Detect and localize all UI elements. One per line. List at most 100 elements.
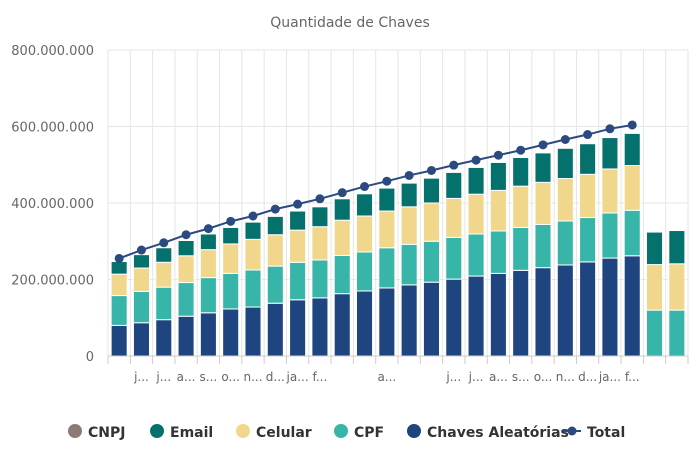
x-tick-label: j... bbox=[133, 370, 149, 384]
bar-segment bbox=[378, 247, 396, 289]
bar-segment bbox=[579, 217, 597, 263]
legend: CNPJ Email Celular CPF Chaves Aleatórias Tota… bbox=[68, 424, 625, 441]
total-point bbox=[493, 150, 503, 160]
bar-segment bbox=[311, 206, 329, 228]
chart-title: Quantidade de Chaves bbox=[270, 15, 430, 31]
legend-label: CPF bbox=[354, 425, 384, 441]
grid bbox=[107, 49, 689, 357]
bar-segment bbox=[244, 221, 262, 240]
bar-segment bbox=[534, 181, 552, 225]
x-tick-label: j... bbox=[155, 370, 171, 384]
total-line bbox=[114, 120, 637, 263]
bar-segment bbox=[222, 272, 240, 310]
legend-label: Celular bbox=[256, 425, 312, 441]
bar-segment bbox=[132, 322, 150, 357]
bar-segment bbox=[467, 275, 485, 357]
x-tick-label: o... bbox=[534, 370, 553, 384]
bar-segment bbox=[199, 277, 217, 314]
bar-segment bbox=[400, 206, 418, 245]
bar-segment bbox=[556, 264, 574, 357]
legend-swatch bbox=[68, 424, 82, 438]
bar-segment bbox=[646, 231, 664, 266]
bar-segment bbox=[489, 189, 507, 232]
bar-segment bbox=[199, 249, 217, 279]
bar-segment bbox=[177, 282, 195, 317]
bar-segment bbox=[356, 290, 374, 357]
bar-segment bbox=[266, 265, 284, 304]
legend-label: CNPJ bbox=[88, 425, 125, 441]
bar-segment bbox=[289, 261, 307, 301]
bar-segment bbox=[289, 210, 307, 231]
bar-segment bbox=[489, 161, 507, 191]
x-tick-label: o... bbox=[221, 370, 240, 384]
total-point bbox=[136, 245, 146, 255]
bar-segment bbox=[110, 295, 128, 326]
x-tick-label: f... bbox=[313, 370, 328, 384]
bar-segment bbox=[333, 198, 351, 221]
bar-segment bbox=[489, 272, 507, 357]
bar-segment bbox=[422, 202, 440, 242]
legend-item: Total bbox=[563, 425, 625, 441]
bar-segment bbox=[199, 233, 217, 251]
legend-item: CPF bbox=[334, 424, 384, 441]
bar-segment bbox=[244, 306, 262, 357]
bar-segment bbox=[534, 223, 552, 269]
bar-segment bbox=[601, 168, 619, 214]
bar-segment bbox=[333, 293, 351, 357]
bar-segment bbox=[646, 264, 664, 311]
bar-segment bbox=[356, 215, 374, 253]
bar-segment bbox=[512, 156, 530, 187]
total-point bbox=[560, 135, 570, 145]
bar-segment bbox=[556, 220, 574, 266]
bar-segment bbox=[356, 251, 374, 292]
total-point bbox=[627, 120, 637, 130]
bar-segment bbox=[467, 166, 485, 195]
total-point bbox=[583, 130, 593, 140]
total-point bbox=[337, 188, 347, 198]
bar-segment bbox=[378, 287, 396, 357]
x-tick-label: a... bbox=[489, 370, 508, 384]
x-tick-label: a... bbox=[177, 370, 196, 384]
x-tick-label: n... bbox=[556, 370, 575, 384]
bar-segment bbox=[289, 229, 307, 263]
bar-segment bbox=[422, 177, 440, 204]
bar-segment bbox=[132, 267, 150, 292]
bars bbox=[110, 132, 686, 357]
legend-item: Email bbox=[150, 424, 213, 441]
bar-segment bbox=[422, 240, 440, 283]
bar-segment bbox=[556, 178, 574, 222]
bar-segment bbox=[266, 215, 284, 236]
x-tick-label: ja... bbox=[286, 370, 309, 384]
total-point bbox=[382, 176, 392, 186]
bar-segment bbox=[378, 187, 396, 212]
bar-segment bbox=[400, 243, 418, 286]
bar-segment bbox=[222, 226, 240, 245]
x-tick-label: s... bbox=[512, 370, 530, 384]
bar-segment bbox=[333, 219, 351, 256]
bar-segment bbox=[266, 302, 284, 357]
x-tick-label: ja... bbox=[598, 370, 621, 384]
bar-segment bbox=[356, 193, 374, 217]
legend-swatch bbox=[150, 424, 164, 438]
y-tick-label: 0 bbox=[86, 350, 94, 365]
bar-segment bbox=[222, 243, 240, 274]
bar-segment bbox=[177, 255, 195, 284]
bar-segment bbox=[132, 254, 150, 269]
bar-segment bbox=[668, 230, 686, 265]
legend-label: Chaves Aleatórias bbox=[427, 425, 569, 441]
bar-segment bbox=[110, 324, 128, 357]
total-point bbox=[360, 182, 370, 192]
bar-segment bbox=[489, 230, 507, 274]
bar-segment bbox=[512, 269, 530, 357]
x-tick-label: j... bbox=[445, 370, 461, 384]
x-tick-label: a... bbox=[377, 370, 396, 384]
x-tick-label: j... bbox=[468, 370, 484, 384]
total-point bbox=[181, 230, 191, 240]
bar-segment bbox=[579, 143, 597, 175]
total-point bbox=[471, 155, 481, 165]
bar-segment bbox=[177, 239, 195, 257]
bar-segment bbox=[601, 257, 619, 357]
total-point bbox=[248, 211, 258, 221]
legend-point-symbol bbox=[567, 426, 577, 436]
